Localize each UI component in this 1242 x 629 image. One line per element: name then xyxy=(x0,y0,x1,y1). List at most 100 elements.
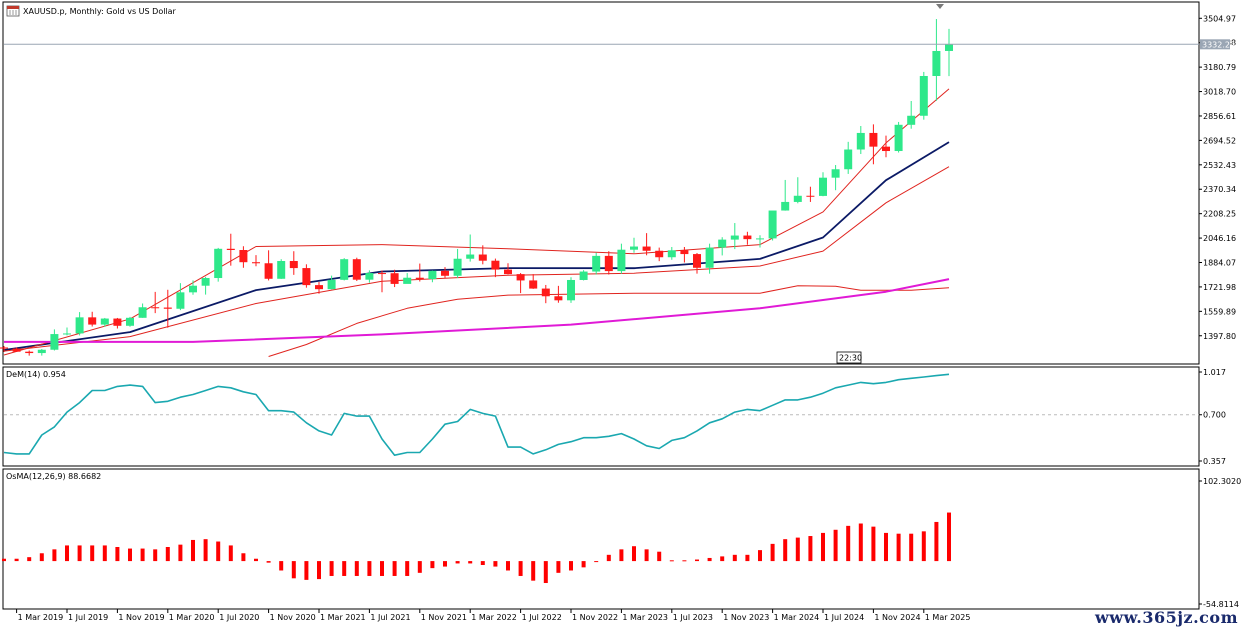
candle-body xyxy=(365,273,374,280)
osma-bar xyxy=(443,561,447,567)
candle-body xyxy=(655,250,664,258)
candle-body xyxy=(567,279,575,301)
time-tick-label: 1 Mar 2021 xyxy=(320,613,366,622)
candle xyxy=(352,257,361,282)
band_middle-line xyxy=(3,166,950,352)
candle-body xyxy=(882,146,890,152)
osma-bar xyxy=(884,532,888,562)
candle-body xyxy=(894,124,903,152)
time-tick-label: 1 Jul 2024 xyxy=(824,613,864,622)
candle xyxy=(529,274,538,289)
candle-body xyxy=(88,317,97,325)
candle-body xyxy=(252,262,260,264)
candle-body xyxy=(756,238,764,240)
candle xyxy=(176,283,185,311)
price-tick-label: 2856.61 xyxy=(1203,112,1236,121)
time-tick-label: 1 Nov 2021 xyxy=(421,613,467,622)
candle xyxy=(504,263,512,275)
candle xyxy=(630,237,638,253)
osma-bar xyxy=(115,546,120,562)
candle xyxy=(756,235,764,248)
dem-tick-label: 0.357 xyxy=(1203,457,1226,466)
candle xyxy=(730,223,739,250)
price-tick-label: 2370.34 xyxy=(1203,185,1236,194)
osma-bar xyxy=(405,561,410,576)
candle-body xyxy=(516,274,525,281)
candle-body xyxy=(642,246,651,251)
osma-indicator: 102.3020 -54.8114 xyxy=(2,477,1241,609)
candle-body xyxy=(781,201,790,211)
band_lower-line xyxy=(268,285,950,357)
candle-body xyxy=(478,254,487,261)
dem-panel-frame xyxy=(2,366,1200,467)
candle-body xyxy=(176,292,185,309)
price-indicator-lines xyxy=(3,88,950,357)
price-tick-label: 2694.52 xyxy=(1203,136,1236,145)
candle xyxy=(113,317,122,329)
chart-shift-marker[interactable] xyxy=(936,4,944,9)
osma-bar xyxy=(833,529,838,562)
current-price-label: 3332.29 xyxy=(1202,40,1235,49)
osma-bar xyxy=(770,543,775,562)
candle xyxy=(856,126,865,155)
candle-body xyxy=(0,347,8,349)
candle-body xyxy=(352,259,361,280)
candle-body xyxy=(453,258,462,276)
osma-tick-label: 102.3020 xyxy=(1203,477,1241,486)
candle xyxy=(919,71,928,120)
candle-body xyxy=(214,248,223,279)
candle xyxy=(642,233,651,256)
osma-bar xyxy=(506,561,510,571)
candle xyxy=(844,141,853,174)
osma-bar xyxy=(745,554,750,562)
price-tick-label: 3018.70 xyxy=(1203,88,1236,97)
candle xyxy=(0,345,8,352)
candle-body xyxy=(25,351,34,354)
candle xyxy=(100,317,109,327)
osma-bar xyxy=(27,557,32,562)
osma-bar xyxy=(304,561,309,580)
candle-body xyxy=(529,280,538,289)
candle xyxy=(932,19,941,101)
osma-bar xyxy=(178,544,183,562)
osma-bar xyxy=(140,548,145,562)
dem-tick-label: 1.017 xyxy=(1203,368,1226,377)
osma-bar xyxy=(758,550,762,562)
osma-bar xyxy=(921,531,926,562)
candle xyxy=(592,252,601,275)
dem-line xyxy=(3,373,950,456)
osma-bar xyxy=(632,546,636,562)
candle xyxy=(882,135,890,158)
candle xyxy=(579,270,588,281)
osma-bar xyxy=(556,561,561,573)
osma-bar xyxy=(682,560,687,562)
osma-bar xyxy=(191,539,195,562)
chart-title: XAUUSD.p, Monthly: Gold vs US Dollar xyxy=(23,7,177,16)
candle-body xyxy=(226,248,235,251)
price-panel-frame xyxy=(2,1,1200,365)
candle-body xyxy=(667,250,676,258)
current-price-box xyxy=(1200,39,1230,50)
candle xyxy=(50,329,59,351)
candle xyxy=(302,264,311,288)
osma-bar xyxy=(128,548,132,562)
candle xyxy=(743,231,752,245)
price-tick-label: 3180.79 xyxy=(1203,63,1236,72)
osma-bar xyxy=(846,525,851,562)
candlesticks xyxy=(0,19,953,356)
candle xyxy=(75,312,84,336)
osma-bar xyxy=(543,561,548,584)
time-tick-label: 1 Mar 2020 xyxy=(169,613,215,622)
time-tick-label: 1 Nov 2022 xyxy=(572,613,618,622)
osma-bar xyxy=(317,561,321,580)
candle-body xyxy=(466,254,475,259)
candle-body xyxy=(869,132,878,147)
candle xyxy=(604,251,613,275)
candle xyxy=(390,269,399,288)
candle-body xyxy=(264,263,273,279)
candle-body xyxy=(151,307,160,309)
time-tick-label: 1 Nov 2024 xyxy=(874,613,920,622)
candle xyxy=(516,273,525,294)
candle xyxy=(453,248,462,279)
candle-body xyxy=(945,44,953,51)
